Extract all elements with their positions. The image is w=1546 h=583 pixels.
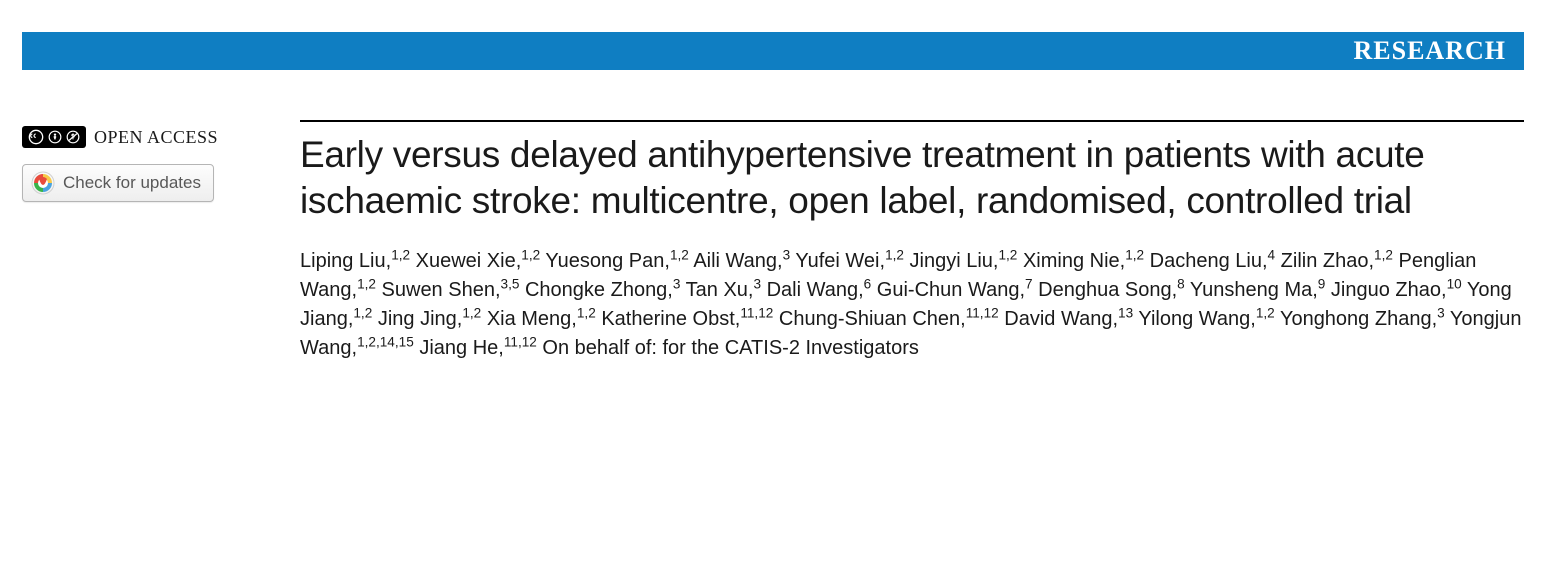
author-affiliation: 11,12 — [504, 334, 537, 349]
author-name: Chung-Shiuan Chen, — [779, 308, 966, 330]
by-icon — [48, 129, 62, 145]
author-name: Yilong Wang, — [1138, 308, 1255, 330]
author-affiliation: 1,2 — [1125, 247, 1144, 262]
author-list: Liping Liu,1,2 Xuewei Xie,1,2 Yuesong Pa… — [300, 247, 1524, 363]
main-content: OPEN ACCESS Check for updates Early vers… — [22, 120, 1524, 363]
author-name: Yonghong Zhang, — [1280, 308, 1437, 330]
author-affiliation: 1,2,14,15 — [357, 334, 414, 349]
article-header: Early versus delayed antihypertensive tr… — [300, 120, 1524, 363]
author-name: David Wang, — [1004, 308, 1118, 330]
author-name: Denghua Song, — [1038, 279, 1177, 301]
check-for-updates-button[interactable]: Check for updates — [22, 164, 214, 202]
author-name: Chongke Zhong, — [525, 279, 673, 301]
author-name: Liping Liu, — [300, 250, 391, 272]
open-access-badge: OPEN ACCESS — [22, 126, 300, 148]
on-behalf-text: On behalf of: for the CATIS-2 Investigat… — [542, 337, 918, 359]
author-affiliation: 3,5 — [501, 276, 520, 291]
author-name: Suwen Shen, — [382, 279, 501, 301]
article-title: Early versus delayed antihypertensive tr… — [300, 132, 1524, 225]
author-affiliation: 1,2 — [357, 276, 376, 291]
author-name: Xia Meng, — [487, 308, 577, 330]
author-name: Aili Wang, — [693, 250, 782, 272]
author-name: Dacheng Liu, — [1150, 250, 1268, 272]
author-affiliation: 3 — [783, 247, 791, 262]
section-banner: RESEARCH — [22, 32, 1524, 70]
author-affiliation: 1,2 — [353, 305, 372, 320]
author-affiliation: 3 — [753, 276, 761, 291]
author-name: Tan Xu, — [686, 279, 754, 301]
author-affiliation: 4 — [1268, 247, 1276, 262]
author-name: Yunsheng Ma, — [1190, 279, 1318, 301]
author-affiliation: 8 — [1177, 276, 1185, 291]
nc-icon — [66, 129, 80, 145]
author-affiliation: 11,12 — [966, 305, 999, 320]
author-affiliation: 6 — [864, 276, 872, 291]
cc-icon — [28, 129, 44, 145]
author-name: Jinguo Zhao, — [1331, 279, 1447, 301]
author-affiliation: 1,2 — [885, 247, 904, 262]
section-label: RESEARCH — [1354, 36, 1506, 66]
author-affiliation: 10 — [1447, 276, 1462, 291]
author-name: Xuewei Xie, — [416, 250, 522, 272]
author-affiliation: 9 — [1318, 276, 1326, 291]
author-name: Zilin Zhao, — [1281, 250, 1374, 272]
author-name: Yufei Wei, — [795, 250, 885, 272]
author-name: Dali Wang, — [767, 279, 864, 301]
open-access-label: OPEN ACCESS — [94, 127, 218, 148]
author-name: Jingyi Liu, — [910, 250, 999, 272]
author-affiliation: 11,12 — [740, 305, 773, 320]
crossmark-icon — [31, 171, 55, 195]
author-affiliation: 7 — [1025, 276, 1033, 291]
author-name: Katherine Obst, — [601, 308, 740, 330]
author-affiliation: 1,2 — [391, 247, 410, 262]
author-affiliation: 3 — [1437, 305, 1445, 320]
author-affiliation: 1,2 — [577, 305, 596, 320]
author-name: Ximing Nie, — [1023, 250, 1125, 272]
author-name: Yuesong Pan, — [545, 250, 670, 272]
author-affiliation: 1,2 — [670, 247, 689, 262]
author-name: Jing Jing, — [378, 308, 463, 330]
author-affiliation: 1,2 — [998, 247, 1017, 262]
author-affiliation: 1,2 — [521, 247, 540, 262]
author-affiliation: 1,2 — [1374, 247, 1393, 262]
author-affiliation: 1,2 — [462, 305, 481, 320]
author-affiliation: 1,2 — [1256, 305, 1275, 320]
author-affiliation: 3 — [673, 276, 681, 291]
sidebar: OPEN ACCESS Check for updates — [22, 120, 300, 363]
author-affiliation: 13 — [1118, 305, 1133, 320]
author-name: Jiang He, — [419, 337, 504, 359]
check-for-updates-label: Check for updates — [63, 173, 201, 193]
cc-license-icon — [22, 126, 86, 148]
author-name: Gui-Chun Wang, — [877, 279, 1025, 301]
